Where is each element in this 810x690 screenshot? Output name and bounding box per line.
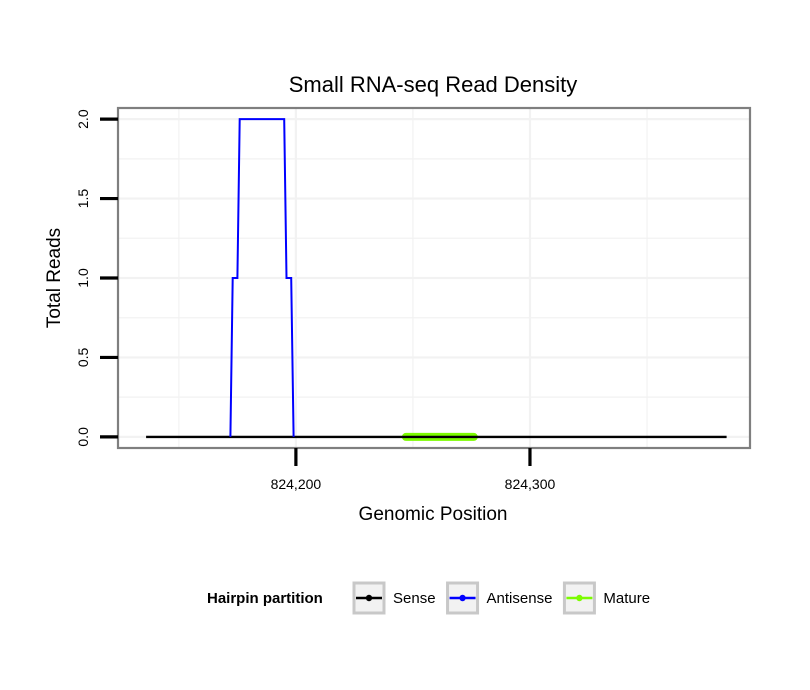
legend-title: Hairpin partition	[207, 590, 323, 607]
axes: 0.0 0.5 1.0 1.5 2.0 824,200 824,300	[75, 109, 555, 492]
y-tick-label: 1.0	[75, 268, 91, 288]
legend-key-point	[365, 594, 373, 602]
x-tick-label: 824,300	[505, 476, 556, 492]
legend-label: Antisense	[487, 590, 553, 607]
series-line-antisense	[229, 118, 295, 437]
grid	[118, 108, 750, 448]
legend: Hairpin partition Sense Antisense Mature	[207, 581, 650, 615]
legend-key-point	[576, 594, 583, 602]
y-tick-label: 1.5	[75, 189, 91, 209]
y-axis-title: Total Reads	[44, 228, 65, 328]
legend-label: Mature	[603, 590, 650, 607]
legend-item-mature: Mature	[562, 581, 650, 615]
y-tick-label: 0.0	[75, 427, 91, 447]
legend-key-point	[459, 594, 466, 602]
x-tick-label: 824,200	[271, 476, 322, 492]
legend-label: Sense	[393, 590, 436, 607]
chart-title: Small RNA-seq Read Density	[289, 72, 578, 97]
x-axis-title: Genomic Position	[359, 504, 508, 525]
series-layer	[146, 118, 727, 441]
legend-item-sense: Sense	[352, 581, 436, 615]
y-tick-label: 2.0	[75, 109, 91, 129]
legend-items: Sense Antisense Mature	[352, 581, 650, 615]
y-tick-label: 0.5	[75, 347, 91, 367]
legend-item-antisense: Antisense	[446, 581, 553, 615]
